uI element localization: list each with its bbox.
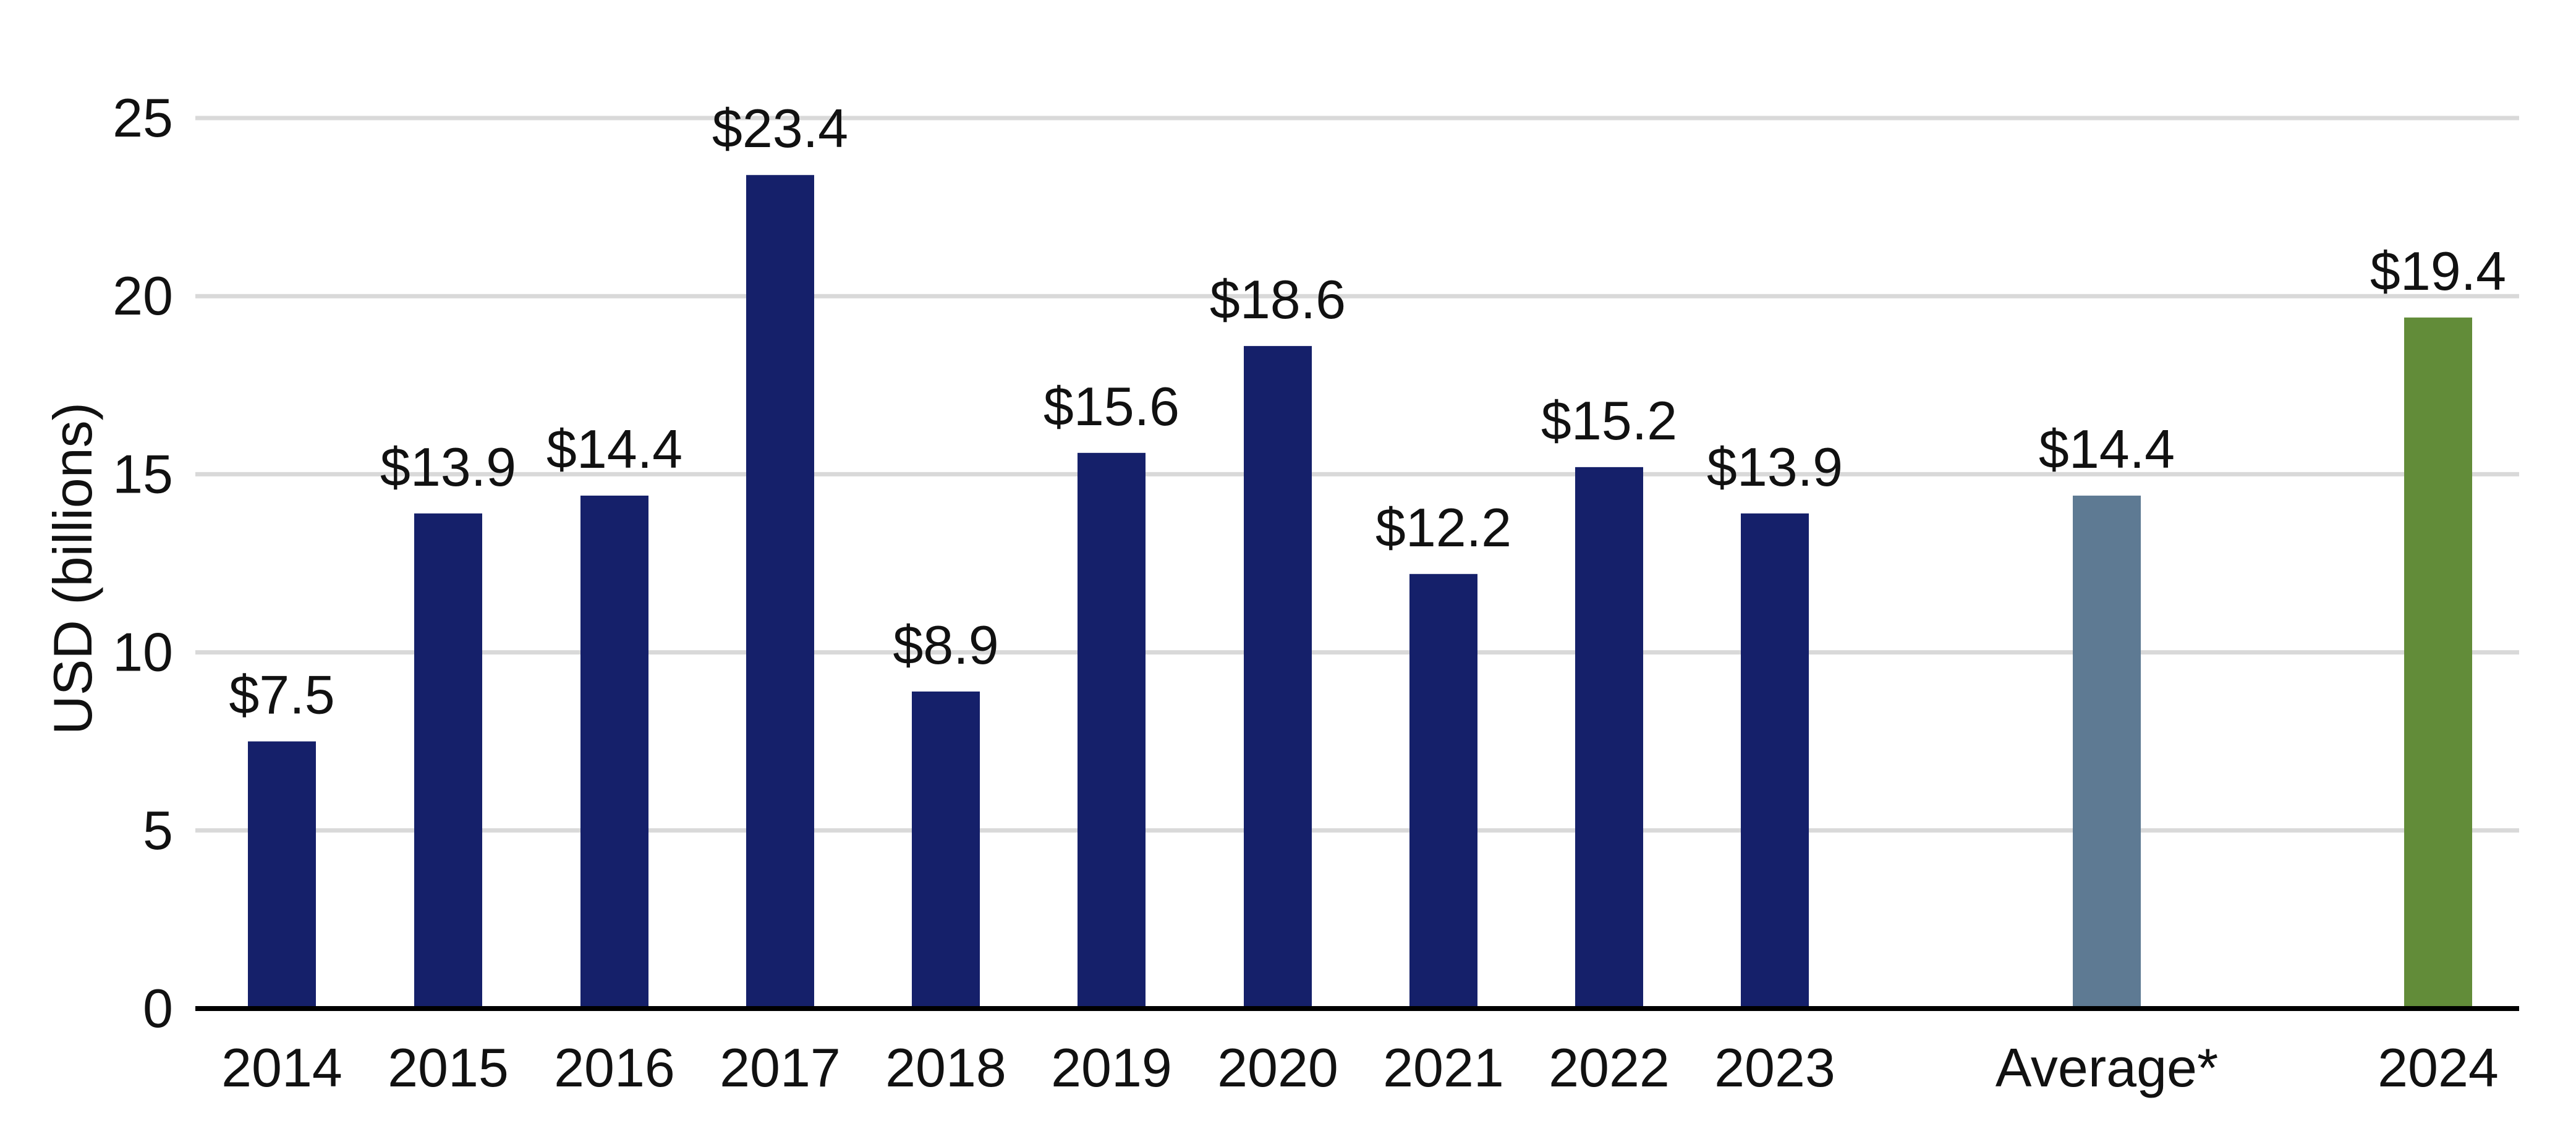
x-tick-label: 2024 <box>2378 1037 2499 1098</box>
bar <box>248 741 316 1009</box>
x-tick-label: 2023 <box>1714 1037 1835 1098</box>
bars <box>248 175 2472 1009</box>
x-tick-label: Average* <box>1996 1037 2218 1098</box>
bar <box>912 692 980 1009</box>
x-tick-label: 2022 <box>1549 1037 1670 1098</box>
bar <box>2404 317 2472 1009</box>
y-tick-label: 10 <box>113 622 173 683</box>
y-tick-label: 0 <box>143 978 173 1039</box>
bar <box>746 175 814 1009</box>
x-axis-ticks: 2014 2015 2016 2017 2018 2019 2020 2021 2022 2023… <box>221 1037 2499 1098</box>
y-axis-title: USD (billions) <box>42 402 103 735</box>
data-label: $15.6 <box>1044 376 1180 437</box>
data-label: $8.9 <box>893 614 998 675</box>
bar <box>580 495 648 1009</box>
bar <box>1078 452 1146 1009</box>
x-tick-label: 2019 <box>1051 1037 1172 1098</box>
x-tick-label: 2020 <box>1217 1037 1338 1098</box>
data-labels: $7.5 $13.9 $14.4 $23.4 $8.9 $15.6 $18.6 $12.2 $1… <box>229 98 2506 725</box>
data-label: $14.4 <box>546 418 682 480</box>
bar <box>2073 495 2141 1009</box>
x-tick-label: 2014 <box>221 1037 342 1098</box>
x-tick-label: 2016 <box>554 1037 675 1098</box>
y-tick-label: 15 <box>113 443 173 504</box>
data-label: $14.4 <box>2039 418 2175 480</box>
data-label: $13.9 <box>380 436 516 497</box>
bar <box>1575 467 1643 1009</box>
data-label: $7.5 <box>229 664 334 726</box>
y-tick-label: 5 <box>143 800 173 861</box>
data-label: $15.2 <box>1541 390 1677 451</box>
y-axis-ticks: 0 5 10 15 20 25 <box>113 87 173 1039</box>
bar <box>1244 345 1312 1009</box>
x-tick-label: 2018 <box>885 1037 1006 1098</box>
bar <box>414 513 482 1009</box>
data-label: $23.4 <box>712 98 848 159</box>
data-label: $18.6 <box>1210 269 1346 330</box>
y-tick-label: 25 <box>113 87 173 148</box>
bar <box>1409 573 1477 1009</box>
x-tick-label: 2021 <box>1383 1037 1504 1098</box>
x-tick-label: 2015 <box>388 1037 509 1098</box>
y-tick-label: 20 <box>113 265 173 326</box>
bar <box>1741 513 1809 1009</box>
x-tick-label: 2017 <box>720 1037 841 1098</box>
data-label: $13.9 <box>1707 436 1843 497</box>
data-label: $19.4 <box>2370 240 2506 302</box>
data-label: $12.2 <box>1375 497 1511 558</box>
